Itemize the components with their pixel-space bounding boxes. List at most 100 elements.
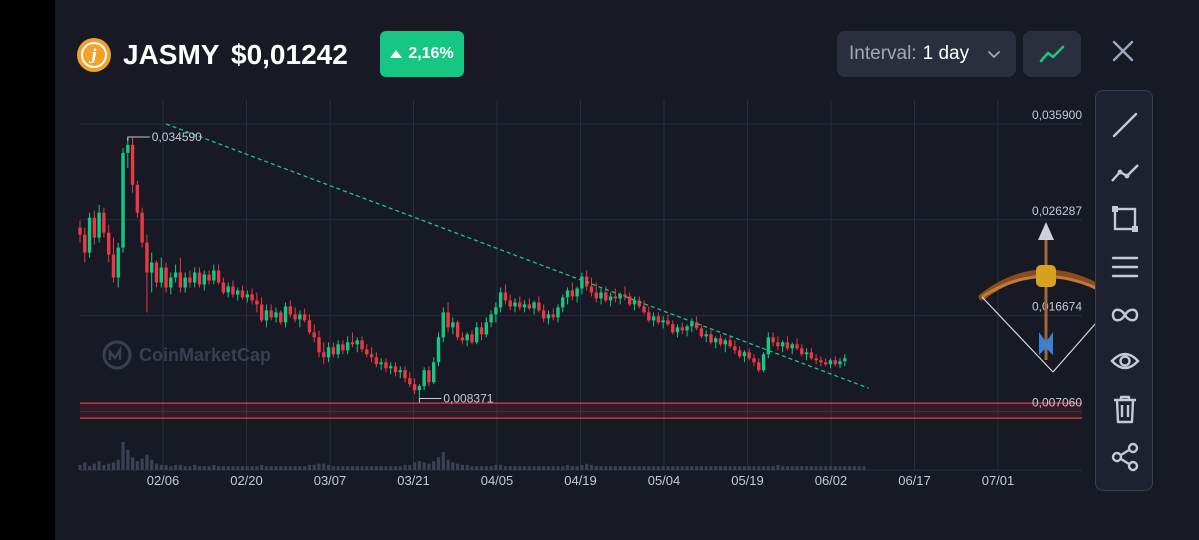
volume-bar	[828, 466, 833, 470]
volume-bar	[838, 466, 842, 470]
volume-bar	[255, 466, 259, 470]
annotation-leader-high	[127, 136, 150, 142]
candle-body	[116, 247, 120, 278]
volume-bar	[336, 466, 340, 470]
visibility-toggle[interactable]	[1109, 345, 1141, 377]
volume-bar	[78, 464, 82, 470]
candle-body	[699, 328, 704, 337]
volume-bar	[843, 466, 847, 470]
drawing-toolbar	[1095, 90, 1153, 491]
volume-bar	[618, 466, 622, 470]
eye-icon	[1110, 352, 1140, 370]
candle-body	[221, 282, 226, 293]
candle-body	[589, 286, 594, 293]
candle-body	[541, 310, 546, 319]
candle-body	[436, 337, 441, 363]
candle-body	[785, 342, 790, 349]
candle-body	[451, 322, 455, 328]
volume-bar	[570, 466, 574, 470]
candle-body	[843, 358, 847, 362]
delete-button[interactable]	[1109, 393, 1141, 425]
volume-bar	[87, 466, 92, 470]
watermark-logo	[102, 340, 132, 370]
candle-body	[312, 332, 316, 338]
candle-body	[465, 334, 469, 341]
infinity-tool[interactable]	[1109, 299, 1141, 331]
volume-bar	[446, 459, 450, 470]
candle-body	[83, 234, 87, 253]
x-tick-label: 06/02	[815, 473, 848, 488]
volume-bar	[111, 462, 116, 470]
candle-body	[790, 344, 794, 349]
volume-bar	[637, 466, 641, 470]
close-icon	[1112, 40, 1134, 62]
candle-body	[694, 322, 699, 329]
candle-body	[752, 358, 756, 363]
x-tick-label: 05/04	[648, 473, 681, 488]
volume-bar	[585, 463, 589, 470]
horizontal-lines-tool[interactable]	[1109, 251, 1141, 283]
volume-bar	[800, 466, 804, 470]
candle-body	[761, 354, 766, 371]
candle-body	[145, 242, 149, 273]
volume-bar	[102, 464, 106, 470]
x-tick-label: 05/19	[731, 473, 764, 488]
volume-bar	[738, 466, 742, 470]
candle-body	[800, 348, 804, 355]
candle-body	[178, 272, 183, 288]
candle-body	[197, 272, 202, 285]
price-annotations: 0,034590 0,008371	[127, 130, 494, 405]
volume-bar	[279, 466, 283, 470]
volume-bar	[365, 466, 369, 470]
volume-bar	[489, 466, 493, 470]
x-tick-label: 07/01	[982, 473, 1015, 488]
candle-body	[408, 378, 412, 385]
candle-body	[551, 314, 555, 318]
candle-body	[671, 324, 675, 333]
volume-bar	[193, 464, 197, 470]
line-chart-toggle[interactable]	[1023, 31, 1081, 77]
volume-bar	[298, 466, 302, 470]
candle-body	[322, 352, 326, 358]
volume-bar	[714, 466, 718, 470]
candle-body	[833, 360, 837, 365]
candle-body	[331, 347, 336, 355]
volume-bar	[847, 466, 852, 470]
candle-body	[484, 322, 488, 335]
close-button[interactable]	[1108, 36, 1138, 66]
candle-body	[78, 227, 82, 235]
volume-bar	[623, 466, 627, 470]
candle-body	[642, 306, 646, 313]
candle-body	[207, 274, 211, 281]
candle-body	[637, 300, 641, 307]
candle-body	[718, 338, 723, 345]
polyline-tool[interactable]	[1109, 157, 1141, 189]
price-change-badge: 2,16%	[380, 31, 464, 77]
volume-bar	[164, 464, 168, 470]
volume-bar	[197, 466, 202, 470]
candle-body	[202, 274, 206, 285]
candle-body	[345, 342, 350, 351]
candle-body	[326, 347, 331, 358]
candle-body	[675, 327, 680, 333]
candle-body	[728, 340, 732, 347]
candle-body	[771, 337, 775, 343]
volume-bar	[723, 466, 727, 470]
volume-bar	[642, 466, 646, 470]
candle-body	[212, 270, 216, 281]
candle-body	[546, 314, 551, 319]
volume-bar	[341, 466, 345, 470]
candle-body	[384, 362, 388, 369]
candle-body	[470, 334, 474, 343]
price-change-value: 2,16%	[408, 45, 454, 62]
support-zone	[80, 402, 1082, 419]
volume-bar	[761, 466, 766, 470]
interval-dropdown[interactable]: Interval: 1 day	[837, 31, 1016, 77]
share-button[interactable]	[1109, 441, 1141, 473]
candle-body	[747, 352, 751, 359]
volume-bar	[580, 464, 584, 470]
line-tool[interactable]	[1109, 109, 1141, 141]
rectangle-tool[interactable]	[1109, 203, 1141, 235]
volume-bar	[690, 466, 694, 470]
